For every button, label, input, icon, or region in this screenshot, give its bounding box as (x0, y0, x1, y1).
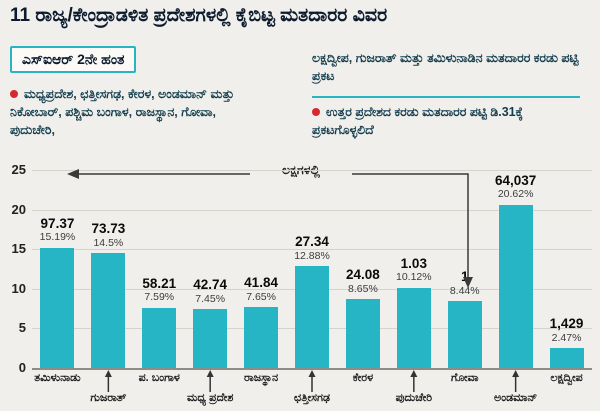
gridline (32, 368, 592, 370)
y-tick-label: 0 (18, 360, 26, 375)
bar-value: 42.74 (193, 276, 228, 292)
y-tick-label: 15 (11, 241, 26, 257)
note-right-bottom: ಉತ್ತರ ಪ್ರದೇಶದ ಕರಡು ಮತದಾರರ ಪಟ್ಟಿ ಡಿ.31ಕ್ಕ… (312, 104, 588, 140)
gridline (32, 209, 592, 211)
bar-percent: 15.19% (39, 231, 76, 244)
bar-2 (142, 307, 177, 368)
bar-value-label: 73.73 14.5% (71, 221, 145, 249)
x-label-9: ಅಂಡಮಾನ್ (494, 392, 538, 404)
bar-9 (498, 204, 533, 368)
bar-value-label: 1 8.44% (428, 269, 502, 297)
bar-10 (549, 348, 584, 368)
x-label-arrowhead-icon (104, 370, 112, 377)
bar-percent: 7.59% (144, 291, 175, 304)
bar-percent: 20.62% (497, 188, 534, 201)
bar-3 (193, 308, 228, 368)
gridline (32, 249, 592, 251)
bar-percent: 7.65% (246, 290, 276, 303)
bar-value-label: 42.74 7.45% (173, 277, 247, 305)
bar-value: 1 (460, 269, 469, 285)
bar-value: 1,429 (549, 316, 584, 332)
bar-value: 73.73 (91, 221, 126, 237)
bar-value-label: 41.84 7.65% (224, 275, 298, 303)
bar-6 (345, 299, 380, 368)
phase-badge: ಎಸ್ಐಆರ್ 2ನೇ ಹಂತ (10, 46, 137, 73)
bar-value-label: 58.21 7.59% (122, 276, 196, 304)
x-label-arrowhead-icon (410, 370, 418, 377)
x-label-arrowhead-icon (206, 370, 214, 377)
bar-percent: 12.88% (294, 249, 330, 262)
gridline (32, 170, 592, 171)
note-left-text: ಮಧ್ಯಪ್ರದೇಶ, ಛತ್ತೀಸಗಢ, ಕೇರಳ, ಅಂಡಮಾನ್ ಮತ್ತ… (10, 87, 235, 137)
x-label-8: ಗೋವಾ (450, 372, 479, 384)
x-label-0: ತಮಿಳುನಾಡು (34, 372, 81, 384)
x-label-4: ರಾಜಸ್ಥಾನ (244, 372, 279, 384)
bar-value-label: 64,037 20.62% (479, 173, 553, 201)
x-label-arrowhead-icon (308, 370, 316, 377)
y-tick-label: 25 (11, 162, 26, 177)
bar-8 (447, 301, 482, 368)
bar-percent: 7.45% (195, 292, 226, 305)
x-label-2: ಪ. ಬಂಗಾಳ (138, 372, 180, 384)
x-label-1: ಗುಜರಾತ್ (90, 392, 127, 404)
y-tick-label: 10 (11, 280, 26, 296)
bar-value: 58.21 (142, 275, 177, 291)
divider (312, 96, 580, 98)
bar-value-label: 97.37 15.19% (20, 216, 94, 244)
note-right-top: ಲಕ್ಷದ್ವೀಪ, ಗುಜರಾತ್ ಮತ್ತು ತಮಿಳುನಾಡಿನ ಮತದಾ… (312, 51, 579, 83)
x-label-arrowhead-icon (512, 370, 520, 377)
bar-value-label: 1,429 2.47% (530, 316, 600, 344)
bar-percent: 2.47% (551, 331, 582, 344)
bar-percent: 8.65% (348, 283, 378, 295)
bar-5 (295, 265, 329, 368)
y-tick-label: 20 (11, 201, 26, 217)
bar-7 (396, 287, 431, 368)
page-title: 11 ರಾಜ್ಯ/ಕೇಂದ್ರಾಡಳಿತ ಪ್ರದೇಶಗಳಲ್ಲಿ ಕೈಬಿಟ್… (10, 5, 388, 26)
x-label-3: ಮಧ್ಯ ಪ್ರದೇಶ (186, 392, 234, 404)
x-label-5: ಛತ್ತೀಸಗಢ (294, 392, 330, 404)
x-label-10: ಲಕ್ಷದ್ವೀಪ (550, 372, 583, 384)
note-right-bottom-text: ಉತ್ತರ ಪ್ರದೇಶದ ಕರಡು ಮತದಾರರ ಪಟ್ಟಿ ಡಿ.31ಕ್ಕ… (312, 105, 523, 137)
y-tick-label: 5 (18, 320, 26, 336)
bar-value-label: 27.34 12.88% (275, 234, 349, 262)
x-label-7: ಪುದುಚೇರಿ (395, 392, 433, 404)
bar-value: 41.84 (244, 275, 278, 291)
note-left: ಮಧ್ಯಪ್ರದೇಶ, ಛತ್ತೀಸಗಢ, ಕೇರಳ, ಅಂಡಮಾನ್ ಮತ್ತ… (10, 86, 262, 139)
x-label-6: ಕೇರಳ (352, 372, 374, 384)
bar-value: 27.34 (295, 233, 329, 249)
bar-1 (91, 253, 126, 368)
bar-4 (244, 307, 279, 368)
bar-0 (40, 247, 75, 368)
bullet-icon (312, 108, 320, 116)
bar-percent: 14.5% (93, 236, 124, 249)
bullet-icon (10, 90, 18, 98)
bar-percent: 8.44% (449, 284, 480, 297)
bar-value: 64,037 (494, 172, 537, 188)
bar-value: 97.37 (40, 215, 75, 231)
